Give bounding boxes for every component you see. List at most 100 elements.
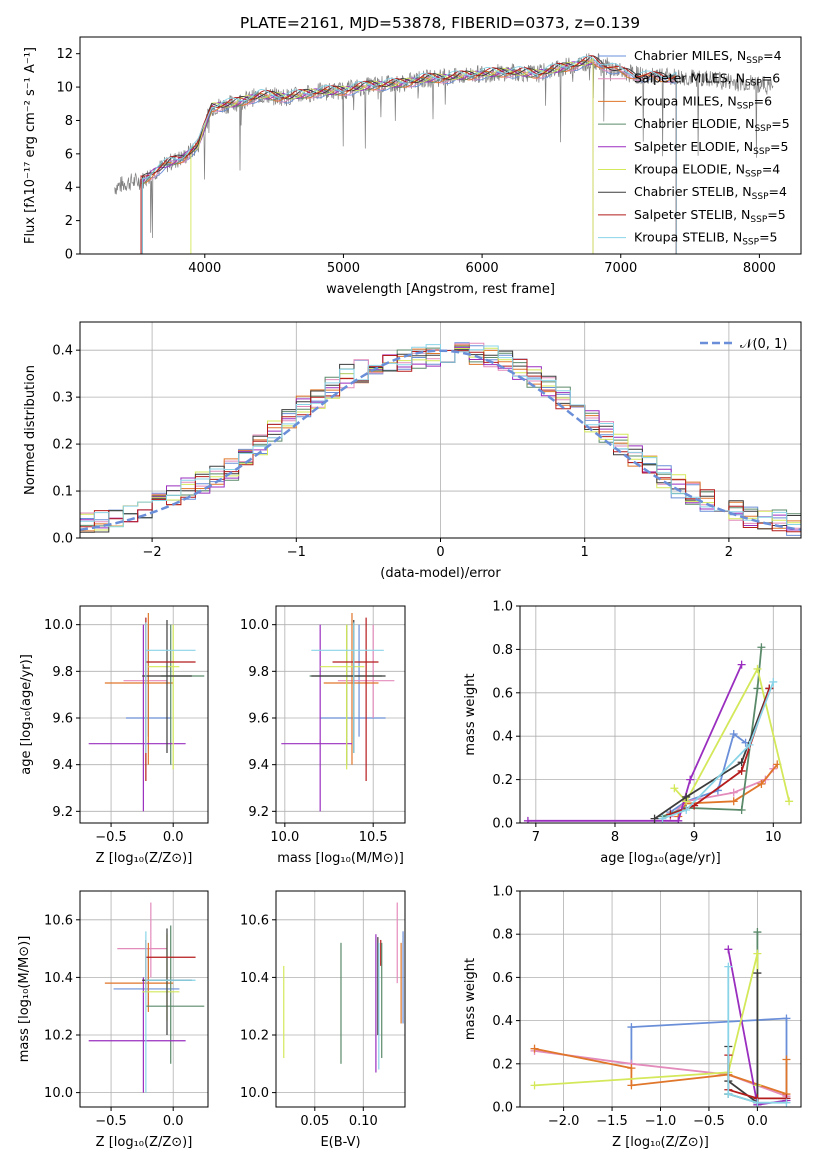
x-tick-label: −1.5	[596, 1114, 628, 1129]
series-marker-kroupa_elodie	[785, 797, 794, 806]
x-tick-label: 8000	[743, 261, 776, 276]
series-marker-chabrier_elodie	[737, 805, 746, 814]
panel-spectrum: Chabrier MILES, NSSP=4 Salpeter MILES, NS…	[23, 36, 802, 297]
x-tick-label: −0.5	[95, 1114, 127, 1129]
series-marker-chabrier_elodie	[753, 928, 762, 937]
y-tick-label: 2	[65, 214, 73, 229]
x-tick-label: 8	[611, 830, 619, 845]
panel-mass_vs_Z: −0.5 0.0 10.0 10.2 10.4 10.6 Z [log₁₀(Z/Z⊙)] ma…	[17, 890, 209, 1150]
series-marker-chabrier_elodie	[757, 643, 766, 652]
series-marker-chabrier_stelib	[650, 814, 659, 823]
series-marker-salpeter_elodie	[674, 816, 683, 823]
x-tick-label: −1	[287, 545, 306, 560]
y-tick-label: 10.6	[240, 913, 269, 928]
y-axis-label: mass [log₁₀(M/M⊙)]	[17, 936, 32, 1063]
axes-frame	[79, 36, 802, 255]
series-marker-kroupa_stelib	[745, 740, 754, 749]
y-tick-label: 9.2	[52, 805, 73, 820]
x-tick-label: 10.5	[359, 830, 388, 845]
legend-entry: Chabrier ELODIE, NSSP=5	[634, 116, 790, 134]
x-axis-label: mass [log₁₀(M/M⊙)]	[277, 851, 404, 866]
y-tick-label: 9.4	[52, 758, 73, 773]
x-tick-label: 0	[436, 545, 444, 560]
series-marker-kroupa_elodie	[670, 784, 679, 793]
x-tick-label: 0.10	[349, 1114, 378, 1129]
gauss-curve	[80, 349, 801, 532]
plot-area	[88, 613, 205, 812]
series-marker-kroupa_stelib	[682, 805, 691, 814]
legend-entry: Chabrier STELIB, NSSP=4	[634, 184, 787, 202]
x-tick-label: 0.0	[163, 1114, 184, 1129]
y-tick-label: 6	[65, 147, 73, 162]
x-tick-label: 10.0	[270, 830, 299, 845]
y-tick-label: 10.0	[44, 618, 73, 633]
series-marker-kroupa_stelib	[769, 677, 778, 686]
x-axis-label: (data-model)/error	[380, 566, 501, 581]
y-tick-label: 0.0	[492, 817, 513, 832]
y-tick-label: 12	[56, 47, 73, 62]
x-tick-label: −0.5	[693, 1114, 725, 1129]
y-axis-label: mass weight	[463, 673, 478, 755]
y-tick-label: 0.2	[492, 1057, 513, 1072]
x-axis-label: Z [log₁₀(Z/Z⊙)]	[612, 1135, 709, 1150]
x-axis-label: wavelength [Angstrom, rest frame]	[326, 282, 555, 297]
y-axis-label: Flux [fλ10⁻¹⁷ erg cm⁻² s⁻¹ A⁻¹]	[23, 47, 38, 244]
x-tick-label: 0.0	[163, 830, 184, 845]
x-axis-label: Z [log₁₀(Z/Z⊙)]	[96, 1135, 193, 1150]
series-marker-chabrier_stelib	[753, 969, 762, 978]
model-line-chabrier_stelib	[141, 55, 677, 254]
y-tick-label: 10.4	[240, 971, 269, 986]
legend-entry: Kroupa MILES, NSSP=6	[634, 93, 772, 111]
panel-mass_weight_vs_Z: −2.0 −1.5 −1.0 −0.5 0.0 0.0 0.2 0.4 0.6 0.8 1.0 Z […	[463, 885, 802, 1150]
legend-entry: Salpeter MILES, NSSP=6	[634, 71, 780, 89]
series-marker-kroupa_miles	[757, 779, 766, 788]
series-marker-salpeter_elodie	[737, 660, 746, 669]
legend-gauss-label: 𝒩(0, 1)	[740, 337, 787, 352]
y-tick-label: 9.4	[248, 758, 269, 773]
series-marker-salpeter_miles	[729, 788, 738, 797]
y-tick-label: 9.6	[52, 712, 73, 727]
axes-frame	[79, 605, 209, 824]
x-axis-label: Z [log₁₀(Z/Z⊙)]	[96, 851, 193, 866]
y-tick-label: 9.8	[52, 665, 73, 680]
axes-frame	[519, 605, 802, 824]
panel-age_vs_Z: −0.5 0.0 9.2 9.4 9.6 9.8 10.0 Z [log₁₀(Z/Z⊙)] ag…	[19, 605, 209, 866]
series-marker-kroupa_stelib	[782, 1098, 791, 1107]
x-tick-label: 10	[765, 830, 782, 845]
series-marker-salpeter_elodie	[523, 816, 532, 823]
x-tick-label: −2.0	[548, 1114, 580, 1129]
x-axis-label: E(B-V)	[320, 1135, 360, 1150]
y-tick-label: 10.0	[44, 1086, 73, 1101]
x-axis-label: age [log₁₀(age/yr)]	[600, 851, 721, 866]
y-tick-label: 1.0	[492, 885, 513, 900]
y-tick-label: 9.8	[248, 665, 269, 680]
x-tick-label: −1.0	[645, 1114, 677, 1129]
y-tick-label: 0.4	[52, 344, 73, 359]
x-tick-label: 6000	[466, 261, 499, 276]
series-marker-kroupa_stelib	[724, 962, 733, 971]
x-tick-label: 1	[581, 545, 589, 560]
y-tick-label: 0.4	[492, 730, 513, 745]
legend-entry: Kroupa STELIB, NSSP=5	[634, 230, 778, 248]
axes-frame	[275, 605, 406, 824]
y-axis-label: Normed distribution	[23, 365, 38, 495]
series-marker-salpeter_elodie	[724, 945, 733, 954]
y-tick-label: 10	[56, 81, 73, 96]
series-marker-kroupa_stelib	[724, 1090, 733, 1099]
y-tick-label: 0.4	[492, 1014, 513, 1029]
plot-area	[114, 52, 774, 254]
y-tick-label: 10.0	[240, 1086, 269, 1101]
series-line-kroupa_miles	[534, 1047, 788, 1096]
series-marker-kroupa_miles	[530, 1044, 539, 1053]
x-tick-label: −2	[143, 545, 162, 560]
panel-mass_weight_vs_age: 7 8 9 10 0.0 0.2 0.4 0.6 0.8 1.0 age [log₁₀(age/yr…	[463, 600, 802, 866]
series-marker-kroupa_stelib	[753, 1098, 762, 1107]
x-tick-label: 5000	[327, 261, 360, 276]
series-marker-chabrier_miles	[782, 1014, 791, 1023]
y-tick-label: 0.6	[492, 686, 513, 701]
x-tick-label: −0.5	[95, 830, 127, 845]
series-marker-chabrier_stelib	[682, 792, 691, 801]
y-tick-label: 4	[65, 181, 73, 196]
series-line-kroupa_elodie	[673, 666, 790, 803]
panel-residual_hist: 𝒩(0, 1) −2 −1 0 1 2 0.0 0.1 0.2 0.3 0.4 (data-model…	[23, 321, 802, 581]
